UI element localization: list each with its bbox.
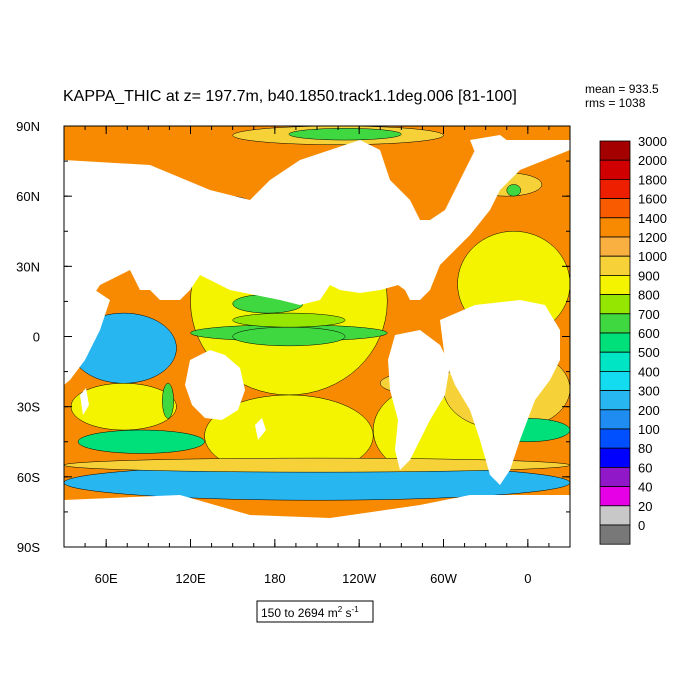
x-tick-label: 0: [524, 571, 531, 586]
x-tick-label: 60E: [95, 571, 118, 586]
colorbar-label: 800: [638, 288, 660, 303]
range-label: 150 to 2694 m2 s-1: [261, 605, 359, 620]
colorbar-swatch: [599, 178, 631, 199]
colorbar-label: 0: [638, 518, 645, 533]
colorbar-swatch: [599, 294, 631, 315]
axis-ticks: 60E 120E 180 120W 60W 0 90N 60N 30N 0 30S 60S 90S: [16, 119, 570, 586]
map-field: [64, 126, 570, 547]
colorbar-label: 500: [638, 345, 660, 360]
colorbar-label: 1600: [638, 192, 667, 207]
colorbar-swatch: [599, 486, 631, 507]
colorbar-swatch: [599, 409, 631, 430]
colorbar-label: 900: [638, 268, 660, 283]
y-tick-label: 0: [33, 330, 40, 345]
colorbar-label: 60: [638, 460, 652, 475]
colorbar-label: 1200: [638, 230, 667, 245]
colorbar-swatch: [599, 140, 631, 161]
colorbar-swatch: [599, 524, 631, 545]
field-region-15: [64, 457, 570, 473]
colorbar-label: 700: [638, 307, 660, 322]
colorbar-swatch: [599, 466, 631, 487]
colorbar-label: 2000: [638, 153, 667, 168]
x-tick-label: 60W: [430, 571, 457, 586]
field-region-24: [288, 128, 402, 141]
stat-mean: mean = 933.5: [585, 82, 659, 96]
land-north-america: [320, 150, 420, 290]
y-tick-label: 90N: [16, 119, 40, 134]
field-region-26: [506, 184, 522, 197]
colorbar-swatch: [599, 447, 631, 468]
colorbar-swatch: [599, 217, 631, 238]
colorbar-label: 20: [638, 499, 652, 514]
x-tick-label: 120W: [342, 571, 377, 586]
colorbar-swatch: [599, 159, 631, 180]
land-africa-east: [440, 300, 560, 485]
field-region-13: [77, 429, 205, 454]
y-tick-label: 30S: [17, 400, 40, 415]
colorbar-label: 1400: [638, 211, 667, 226]
colorbar-label: 40: [638, 480, 652, 495]
field-region-8: [232, 326, 346, 347]
land-madagascar: [80, 388, 89, 415]
land-greenland: [470, 135, 520, 175]
field-region-9: [232, 312, 346, 328]
colorbar-swatch: [599, 505, 631, 526]
range-label-box: 150 to 2694 m2 s-1: [256, 600, 374, 623]
colorbar-label: 300: [638, 384, 660, 399]
colorbar-label: 1800: [638, 172, 667, 187]
colorbar-label: 1000: [638, 249, 667, 264]
x-tick-label: 120E: [175, 571, 206, 586]
colorbar-label: 200: [638, 403, 660, 418]
land-new-zealand: [255, 418, 266, 440]
y-tick-label: 60S: [17, 470, 40, 485]
colorbar: 3000200018001600140012001000900800700600…: [599, 134, 667, 545]
colorbar-label: 100: [638, 422, 660, 437]
colorbar-swatch: [599, 236, 631, 257]
range-label-frame: [256, 600, 374, 623]
land-africa-west: [64, 290, 110, 385]
colorbar-swatch: [599, 313, 631, 334]
colorbar-swatch: [599, 390, 631, 411]
colorbar-label: 600: [638, 326, 660, 341]
colorbar-label: 80: [638, 441, 652, 456]
colorbar-label: 400: [638, 364, 660, 379]
colorbar-swatch: [599, 198, 631, 219]
x-tick-label: 180: [264, 571, 286, 586]
y-tick-label: 90S: [17, 540, 40, 555]
colorbar-label: 3000: [638, 134, 667, 149]
land-antarctica: [64, 495, 570, 547]
colorbar-swatch: [599, 428, 631, 449]
colorbar-swatch: [599, 255, 631, 276]
colorbar-swatch: [599, 332, 631, 353]
land-australia: [185, 350, 245, 420]
land-mask: [64, 135, 570, 547]
colorbar-swatch: [599, 274, 631, 295]
field-region-12: [162, 383, 174, 419]
chart-title: KAPPA_THIC at z= 197.7m, b40.1850.track1…: [63, 88, 517, 105]
y-tick-label: 60N: [16, 189, 40, 204]
colorbar-swatch: [599, 351, 631, 372]
stat-rms: rms = 1038: [585, 96, 646, 110]
colorbar-swatch: [599, 370, 631, 391]
land-eurasia-africa: [64, 140, 570, 330]
y-tick-label: 30N: [16, 259, 40, 274]
land-south-america: [388, 330, 450, 470]
